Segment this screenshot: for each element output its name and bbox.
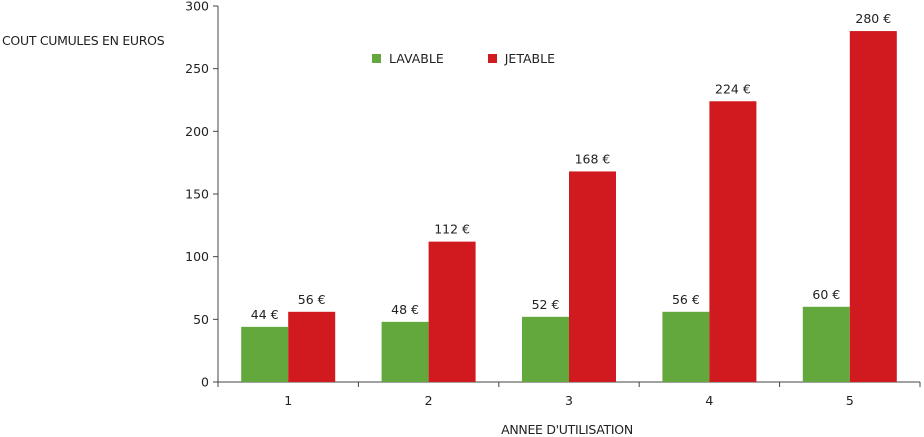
data-label: 112 € — [434, 222, 470, 237]
legend-label-lavable: LAVABLE — [389, 51, 444, 66]
data-label: 52 € — [532, 297, 560, 312]
data-label: 280 € — [855, 11, 891, 26]
bar-lavable — [802, 306, 850, 382]
legend-swatch-lavable — [372, 54, 381, 63]
y-tick-label: 0 — [201, 375, 209, 390]
y-tick-label: 250 — [185, 61, 209, 76]
legend: LAVABLE JETABLE — [372, 51, 555, 66]
x-tick-label: 2 — [425, 393, 433, 408]
bar-jetable — [288, 311, 336, 382]
y-tick-label: 300 — [185, 0, 209, 14]
data-label: 56 € — [672, 292, 700, 307]
data-label: 60 € — [812, 287, 840, 302]
legend-label-jetable: JETABLE — [504, 51, 555, 66]
y-axis-label: COUT CUMULES EN EUROS — [2, 33, 165, 48]
y-tick-label: 50 — [193, 312, 209, 327]
bar-lavable — [381, 321, 429, 382]
bar-lavable — [522, 316, 569, 382]
data-label: 224 € — [715, 81, 751, 96]
data-label: 44 € — [251, 307, 279, 322]
y-tick-label: 200 — [185, 124, 209, 139]
data-label: 168 € — [575, 151, 611, 166]
data-label: 48 € — [391, 302, 419, 317]
legend-item-lavable: LAVABLE — [372, 51, 444, 66]
x-tick-label: 4 — [705, 393, 713, 408]
legend-swatch-jetable — [487, 54, 497, 63]
bar-jetable — [569, 171, 616, 382]
x-tick-label: 1 — [284, 393, 292, 408]
data-label: 56 € — [298, 292, 326, 307]
bar-lavable — [662, 311, 710, 382]
x-axis-label: ANNEE D'UTILISATION — [501, 422, 633, 437]
legend-item-jetable: JETABLE — [487, 51, 555, 66]
x-tick-label: 5 — [846, 393, 854, 408]
x-tick-label: 3 — [565, 393, 573, 408]
bar-jetable — [849, 31, 897, 383]
bar-lavable — [241, 326, 289, 382]
y-tick-label: 150 — [185, 187, 209, 202]
bar-jetable — [428, 241, 476, 382]
y-tick-label: 100 — [185, 249, 209, 264]
bar-jetable — [709, 101, 757, 383]
